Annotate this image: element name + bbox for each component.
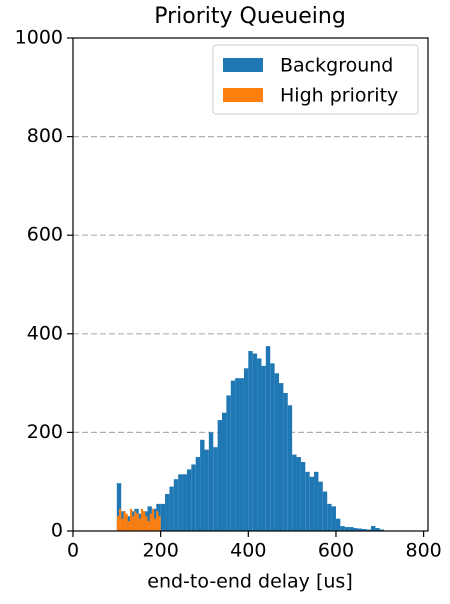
histogram-bar bbox=[253, 354, 257, 531]
histogram-bar bbox=[156, 511, 158, 531]
histogram-bar bbox=[183, 474, 187, 531]
histogram-bar bbox=[141, 509, 143, 531]
histogram-bar bbox=[209, 432, 213, 531]
y-tick-label: 200 bbox=[27, 421, 63, 443]
histogram-bar bbox=[123, 511, 125, 531]
x-axis-label: end-to-end delay [us] bbox=[147, 571, 352, 593]
legend-label: Background bbox=[280, 55, 393, 77]
histogram-bar bbox=[288, 405, 292, 531]
histogram-bar bbox=[158, 516, 160, 531]
histogram-bar bbox=[310, 477, 314, 531]
histogram-bar bbox=[150, 514, 152, 531]
histogram-bar bbox=[134, 511, 136, 531]
histogram-bar bbox=[336, 519, 340, 531]
histogram-bar bbox=[257, 358, 261, 531]
legend-swatch bbox=[223, 88, 263, 102]
histogram-bar bbox=[318, 482, 322, 531]
histogram-bar bbox=[128, 521, 130, 531]
histogram-bar bbox=[332, 506, 336, 531]
histogram-bar bbox=[143, 511, 145, 531]
x-tick-label: 0 bbox=[67, 540, 79, 562]
histogram-bar bbox=[323, 492, 327, 531]
histogram-bar bbox=[169, 487, 173, 531]
histogram-bar bbox=[226, 395, 230, 531]
histogram-bar bbox=[340, 526, 344, 531]
y-tick-label: 400 bbox=[27, 322, 63, 344]
histogram-bar bbox=[117, 516, 119, 531]
histogram-bar bbox=[283, 393, 287, 531]
histogram-bar bbox=[161, 504, 165, 531]
histogram-bar bbox=[248, 351, 252, 531]
histogram-bar bbox=[119, 509, 121, 531]
histogram-bar bbox=[165, 494, 169, 531]
chart-title: Priority Queueing bbox=[154, 4, 346, 29]
histogram-bar bbox=[200, 440, 204, 531]
histogram-bar bbox=[130, 509, 132, 531]
histogram-bar bbox=[132, 516, 134, 531]
legend-swatch bbox=[223, 58, 263, 72]
histogram-bar bbox=[148, 521, 150, 531]
histogram-bar bbox=[152, 509, 154, 531]
histogram-bar bbox=[240, 378, 244, 531]
histogram-bar bbox=[371, 526, 375, 531]
histogram-bar bbox=[178, 474, 182, 531]
x-tick-label: 600 bbox=[318, 540, 354, 562]
histogram-bar bbox=[187, 469, 191, 531]
x-tick-label: 800 bbox=[405, 540, 441, 562]
histogram-bar bbox=[314, 472, 318, 531]
y-tick-label: 0 bbox=[51, 520, 63, 542]
histogram-bar bbox=[145, 516, 147, 531]
histogram-bar bbox=[154, 519, 156, 531]
histogram-bar bbox=[292, 455, 296, 531]
y-tick-label: 600 bbox=[27, 224, 63, 246]
x-tick-label: 400 bbox=[230, 540, 266, 562]
histogram-bar bbox=[196, 457, 200, 531]
histogram-bar bbox=[137, 514, 139, 531]
histogram-bar bbox=[231, 381, 235, 531]
histogram-bar bbox=[297, 457, 301, 531]
legend-label: High priority bbox=[280, 85, 398, 107]
histogram-bar bbox=[327, 504, 331, 531]
histogram-bar bbox=[244, 368, 248, 531]
histogram-bar bbox=[218, 420, 222, 531]
histogram-bar bbox=[139, 519, 141, 531]
x-tick-label: 200 bbox=[143, 540, 179, 562]
histogram-bar bbox=[204, 450, 208, 531]
histogram-bar bbox=[222, 413, 226, 531]
histogram-bar bbox=[261, 366, 265, 531]
histogram-bar bbox=[191, 464, 195, 531]
histogram-bar bbox=[121, 519, 123, 531]
histogram-bar bbox=[270, 363, 274, 531]
histogram-bar bbox=[266, 346, 270, 531]
histogram-bar bbox=[301, 462, 305, 531]
histogram-bar bbox=[174, 479, 178, 531]
histogram-bar bbox=[279, 383, 283, 531]
histogram-bar bbox=[275, 373, 279, 531]
histogram-bar bbox=[126, 514, 128, 531]
y-tick-label: 800 bbox=[27, 125, 63, 147]
histogram-bar bbox=[213, 447, 217, 531]
histogram-bar bbox=[305, 472, 309, 531]
y-tick-label: 1000 bbox=[15, 27, 63, 49]
histogram-bar bbox=[235, 378, 239, 531]
